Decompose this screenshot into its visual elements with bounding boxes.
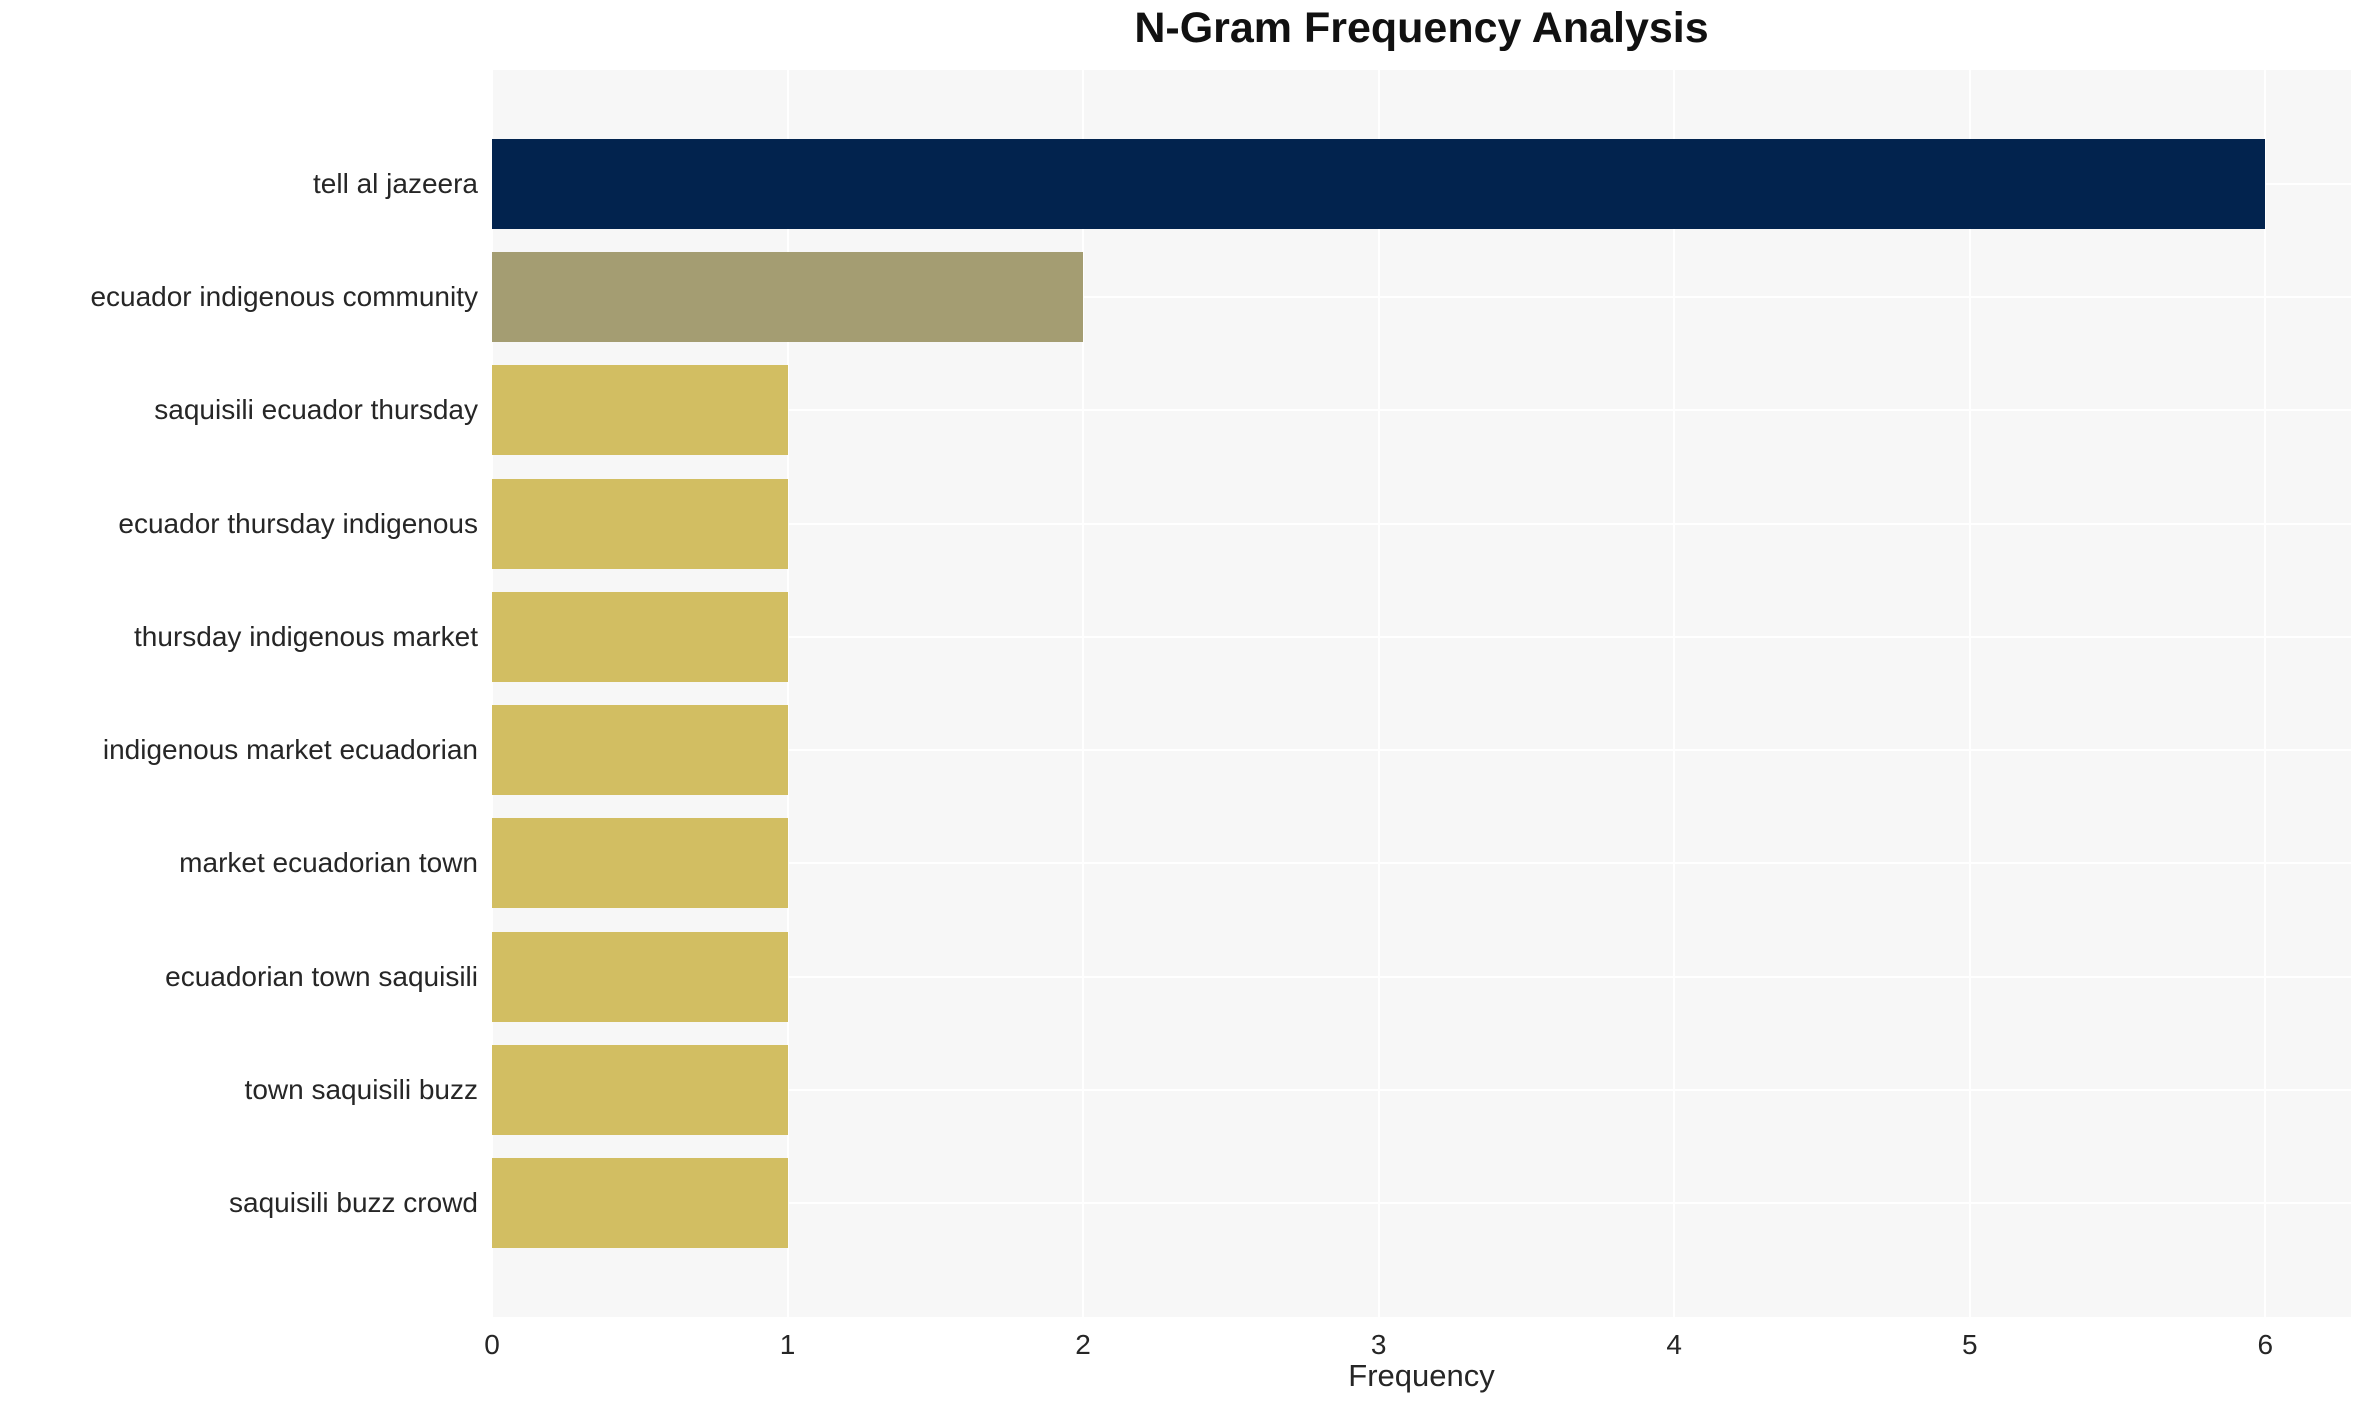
bar	[492, 705, 788, 796]
y-axis-label: town saquisili buzz	[244, 1074, 478, 1106]
y-axis-label: market ecuadorian town	[179, 847, 478, 879]
gridline-vertical	[2264, 70, 2267, 1317]
y-axis-label: saquisili ecuador thursday	[154, 394, 478, 426]
y-axis-label: tell al jazeera	[313, 167, 478, 199]
y-axis-label: ecuador thursday indigenous	[118, 507, 478, 539]
gridline-horizontal	[492, 635, 2351, 638]
gridline-horizontal	[492, 749, 2351, 752]
y-axis-label: ecuador indigenous community	[90, 280, 478, 312]
bar	[492, 591, 788, 682]
x-axis-tick-label: 4	[1666, 1329, 1682, 1360]
x-axis-tick-label: 5	[1961, 1329, 1978, 1360]
plot-area	[491, 70, 2351, 1317]
gridline-horizontal	[492, 862, 2351, 865]
bar	[492, 818, 788, 909]
gridline-horizontal	[492, 522, 2351, 525]
x-axis-tick-label: 3	[1370, 1329, 1387, 1360]
gridline-horizontal	[492, 975, 2351, 978]
bar	[492, 1158, 788, 1249]
bar	[492, 478, 788, 569]
chart-title: N-Gram Frequency Analysis	[1134, 4, 1709, 52]
bar	[492, 365, 788, 456]
gridline-vertical	[1082, 70, 1085, 1317]
x-axis-tick-label: 1	[779, 1329, 796, 1360]
gridline-horizontal	[492, 409, 2351, 412]
gridline-vertical	[491, 70, 493, 1317]
bar	[492, 1045, 788, 1136]
y-axis-label: saquisili buzz crowd	[229, 1187, 478, 1219]
gridline-vertical	[786, 70, 789, 1317]
gridline-vertical	[1968, 70, 1971, 1317]
gridline-horizontal	[492, 295, 2351, 298]
bar	[492, 138, 2266, 229]
gridline-vertical	[1673, 70, 1676, 1317]
y-axis-label: indigenous market ecuadorian	[102, 734, 478, 766]
y-axis-label: ecuadorian town saquisili	[165, 960, 478, 992]
x-axis-tick-label: 0	[484, 1329, 500, 1360]
gridline-horizontal	[492, 1202, 2351, 1205]
x-axis-tick-label: 6	[2257, 1329, 2274, 1360]
bar	[492, 931, 788, 1022]
gridline-horizontal	[492, 1089, 2351, 1092]
x-axis-title: Frequency	[1348, 1358, 1495, 1393]
gridline-vertical	[1377, 70, 1380, 1317]
y-axis-label: thursday indigenous market	[134, 620, 478, 652]
bar	[492, 251, 1084, 342]
x-axis-tick-label: 2	[1075, 1329, 1091, 1360]
